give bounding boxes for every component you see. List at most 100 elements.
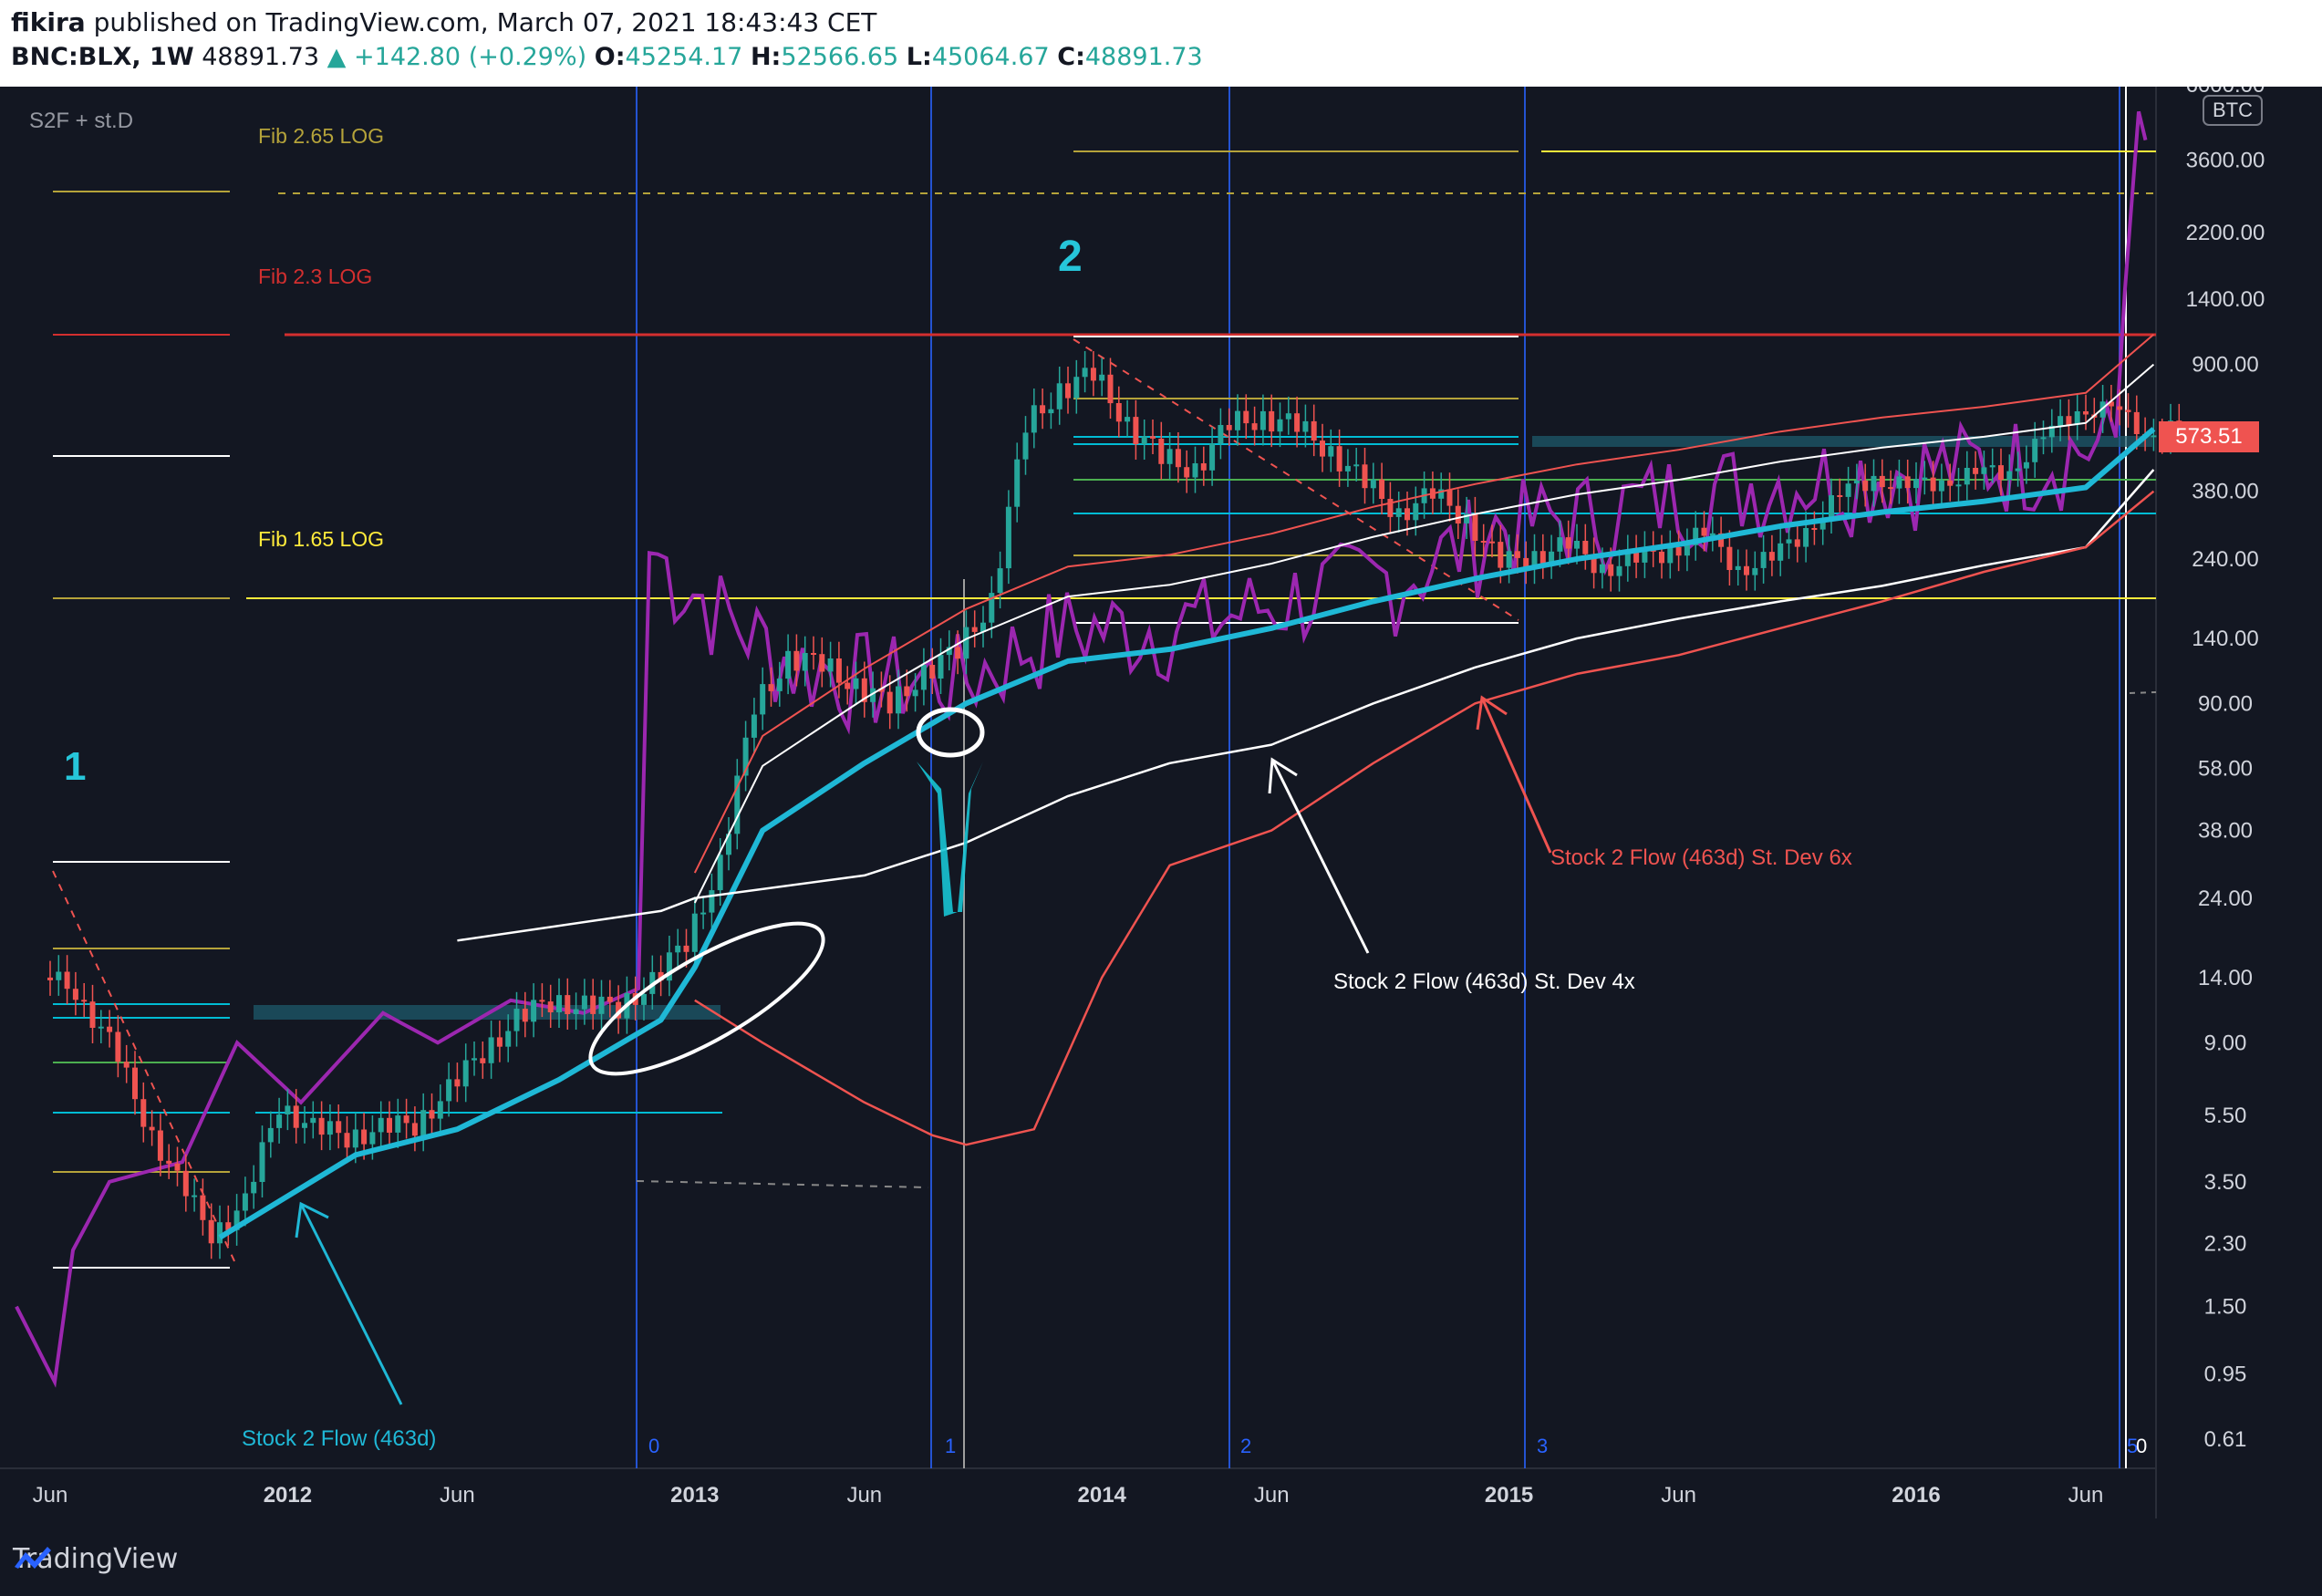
price-tick-label: 2200.00 <box>2186 221 2265 245</box>
candle-body <box>819 654 825 672</box>
candle-body <box>929 665 936 679</box>
candle-body <box>709 890 715 913</box>
candle-body <box>267 1127 274 1143</box>
arrow-s2f <box>299 1203 403 1405</box>
candle-body <box>1803 528 1809 547</box>
chart-area[interactable]: S2F + st.D Fib 2.65 LOG Fib 2.3 LOG Fib … <box>0 87 2322 1550</box>
tradingview-logo[interactable]: TradingView <box>13 1543 178 1575</box>
candle-body <box>429 1110 435 1119</box>
author-name[interactable]: fikira <box>11 7 86 37</box>
cycle-label-0b: 0 <box>2136 1435 2147 1457</box>
candle-body <box>1752 567 1758 575</box>
wave-label-2: 2 <box>1058 233 1083 281</box>
candle-body <box>835 658 842 683</box>
stdev4-label: Stock 2 Flow (463d) St. Dev 4x <box>1333 969 1635 994</box>
candle-body <box>1166 449 1173 464</box>
candle-body <box>2099 401 2106 418</box>
candle-body <box>683 945 689 952</box>
time-axis[interactable]: Jun 2012 Jun 2013 Jun 2014 Jun 2015 Jun 2016 Jun <box>33 1483 2104 1508</box>
candle-body <box>217 1222 223 1244</box>
candle-body <box>1065 383 1071 399</box>
arrow-stdev6-head-icon <box>1476 695 1508 731</box>
candle-body <box>1947 480 1954 486</box>
indicator-label[interactable]: S2F + st.D <box>29 109 133 133</box>
price-change: +142.80 (+0.29%) <box>354 43 587 71</box>
dashed-level-mid <box>636 1180 929 1188</box>
candle-body <box>989 593 995 623</box>
currency-badge[interactable] <box>2203 95 2263 126</box>
candle-body <box>870 688 876 702</box>
candle-body <box>997 568 1003 594</box>
time-tick-label: Jun <box>1254 1483 1290 1508</box>
candle-body <box>581 995 587 1010</box>
candle-body <box>1904 476 1911 489</box>
candle-body <box>1150 436 1156 439</box>
candle-body <box>811 653 816 655</box>
candle-body <box>1498 542 1504 568</box>
price-tick-label: 140.00 <box>2192 627 2258 651</box>
chart-svg[interactable]: S2F + st.D Fib 2.65 LOG Fib 2.3 LOG Fib … <box>0 87 2322 1550</box>
candle-body <box>192 1195 198 1197</box>
candle-body <box>1269 410 1275 432</box>
candle-body <box>565 995 571 1014</box>
symbol-label[interactable]: BNC:BLX, 1W <box>11 43 194 71</box>
price-axis[interactable]: 6000.003600.002200.001400.00900.00380.00… <box>2186 87 2265 1452</box>
price-tick-label: 9.00 <box>2204 1031 2247 1055</box>
candle-body <box>132 1067 138 1100</box>
candle-body <box>1973 468 1979 474</box>
time-tick-label: 2012 <box>264 1483 312 1508</box>
candle-body <box>606 996 613 1002</box>
arrow-stdev6 <box>1480 697 1552 854</box>
candle-body <box>1048 409 1054 414</box>
candle-body <box>310 1117 316 1124</box>
candle-body <box>157 1130 163 1161</box>
candle-body <box>513 1009 520 1031</box>
currency-badge-text: BTC <box>2213 98 2253 121</box>
time-tick-label: 2015 <box>1485 1483 1533 1508</box>
candle-body <box>896 686 901 714</box>
candle-body <box>2015 468 2021 472</box>
candle-body <box>1913 479 1919 489</box>
price-tick-label: 24.00 <box>2198 886 2253 911</box>
trendline-right <box>1073 338 1519 621</box>
candle-body <box>1786 539 1792 544</box>
stdev6-label: Stock 2 Flow (463d) St. Dev 6x <box>1550 845 1852 870</box>
fib-165-label: Fib 1.65 LOG <box>258 527 384 551</box>
candle-body <box>1837 495 1843 497</box>
candle-body <box>1879 475 1885 488</box>
candle-body <box>1379 479 1385 499</box>
time-tick-label: 2013 <box>670 1483 719 1508</box>
candle-body <box>182 1170 189 1197</box>
candle-body <box>1200 463 1207 471</box>
candle-body <box>208 1219 214 1244</box>
candle-body <box>726 834 731 855</box>
candle-body <box>1675 546 1682 556</box>
candle-body <box>853 678 859 689</box>
candle-body <box>462 1060 469 1087</box>
last-price: 48891.73 <box>202 43 320 71</box>
candle-body <box>242 1193 248 1211</box>
candle-body <box>1862 480 1869 492</box>
time-tick-label: Jun <box>2068 1483 2104 1508</box>
candle-body <box>1133 417 1139 444</box>
candle-body <box>2074 411 2080 425</box>
up-arrow-icon: ▲ <box>327 43 347 71</box>
candle-body <box>1539 551 1546 564</box>
candle-body <box>259 1142 265 1182</box>
candle-body <box>1320 440 1325 457</box>
candle-body <box>1659 551 1664 564</box>
candle-body <box>1955 484 1962 487</box>
candle-body <box>302 1123 307 1128</box>
candle-body <box>1599 564 1605 574</box>
publish-info: fikira published on TradingView.com, Mar… <box>11 7 876 37</box>
candle-body <box>1922 477 1928 480</box>
candle-body <box>1328 446 1334 457</box>
candle-body <box>1218 425 1224 444</box>
candle-body <box>480 1058 486 1063</box>
fib-23-label: Fib 2.3 LOG <box>258 264 372 288</box>
publish-text: published on TradingView.com, March 07, … <box>93 7 877 37</box>
candle-body <box>1251 423 1258 430</box>
candle-body <box>1099 374 1105 381</box>
candle-body <box>878 688 885 692</box>
open-value: 45254.17 <box>625 43 743 71</box>
